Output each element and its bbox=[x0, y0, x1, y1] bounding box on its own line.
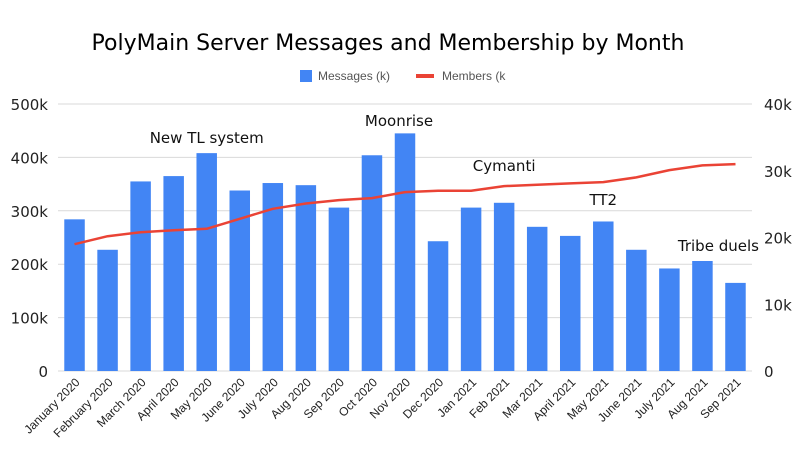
left-tick-label: 100k bbox=[11, 310, 49, 328]
right-tick-label: 40k bbox=[764, 96, 792, 114]
left-axis: 0 100k 200k 300k 400k 500k bbox=[11, 96, 49, 381]
annotation-label: New TL system bbox=[150, 129, 264, 147]
bar-messages bbox=[163, 176, 184, 371]
bar-messages bbox=[626, 249, 647, 371]
bar-messages bbox=[692, 260, 713, 371]
legend-label-members: Members (k bbox=[442, 69, 506, 83]
bar-messages bbox=[725, 282, 746, 371]
bar-messages bbox=[64, 219, 85, 371]
members-line-path bbox=[74, 162, 736, 246]
bar-messages bbox=[593, 221, 614, 371]
annotation-label: TT2 bbox=[588, 191, 617, 209]
legend-swatch-members bbox=[416, 74, 434, 78]
bar-messages bbox=[394, 133, 416, 371]
bar-messages bbox=[460, 207, 482, 371]
left-tick-label: 400k bbox=[11, 149, 49, 167]
right-tick-label: 10k bbox=[764, 296, 792, 314]
bar-messages bbox=[526, 226, 548, 371]
annotations: New TL system Moonrise Cymanti TT2 Tribe due… bbox=[150, 112, 759, 255]
left-tick-label: 200k bbox=[11, 256, 49, 274]
right-tick-label: 30k bbox=[764, 163, 792, 181]
chart-title: PolyMain Server Messages and Membership … bbox=[92, 31, 685, 56]
left-tick-label: 300k bbox=[11, 203, 49, 221]
annotation-label: Cymanti bbox=[473, 157, 536, 175]
x-tick-label: January 2020 bbox=[21, 375, 83, 437]
left-tick-label: 500k bbox=[11, 96, 49, 114]
bar-messages bbox=[262, 183, 284, 371]
bar-messages bbox=[130, 181, 151, 371]
bar-messages bbox=[559, 235, 581, 371]
bar-messages bbox=[659, 268, 680, 371]
message-bars bbox=[64, 133, 746, 371]
bar-messages bbox=[295, 185, 317, 371]
right-axis: 0 10k 20k 30k 40k bbox=[764, 96, 792, 381]
bar-messages bbox=[361, 155, 383, 371]
right-tick-label: 0 bbox=[764, 363, 774, 381]
bar-messages bbox=[229, 190, 251, 371]
legend: Messages (k) Members (k bbox=[300, 69, 506, 83]
bar-messages bbox=[196, 153, 217, 371]
legend-label-messages: Messages (k) bbox=[318, 69, 390, 83]
right-tick-label: 20k bbox=[764, 230, 792, 248]
annotation-label: Tribe duels bbox=[677, 237, 759, 255]
bar-messages bbox=[97, 249, 118, 371]
left-tick-label: 0 bbox=[38, 363, 48, 381]
annotation-label: Moonrise bbox=[365, 112, 433, 130]
legend-swatch-messages bbox=[300, 70, 312, 82]
members-line bbox=[74, 162, 736, 246]
bar-messages bbox=[328, 207, 350, 371]
bar-messages bbox=[493, 202, 515, 371]
bar-messages bbox=[427, 241, 449, 371]
